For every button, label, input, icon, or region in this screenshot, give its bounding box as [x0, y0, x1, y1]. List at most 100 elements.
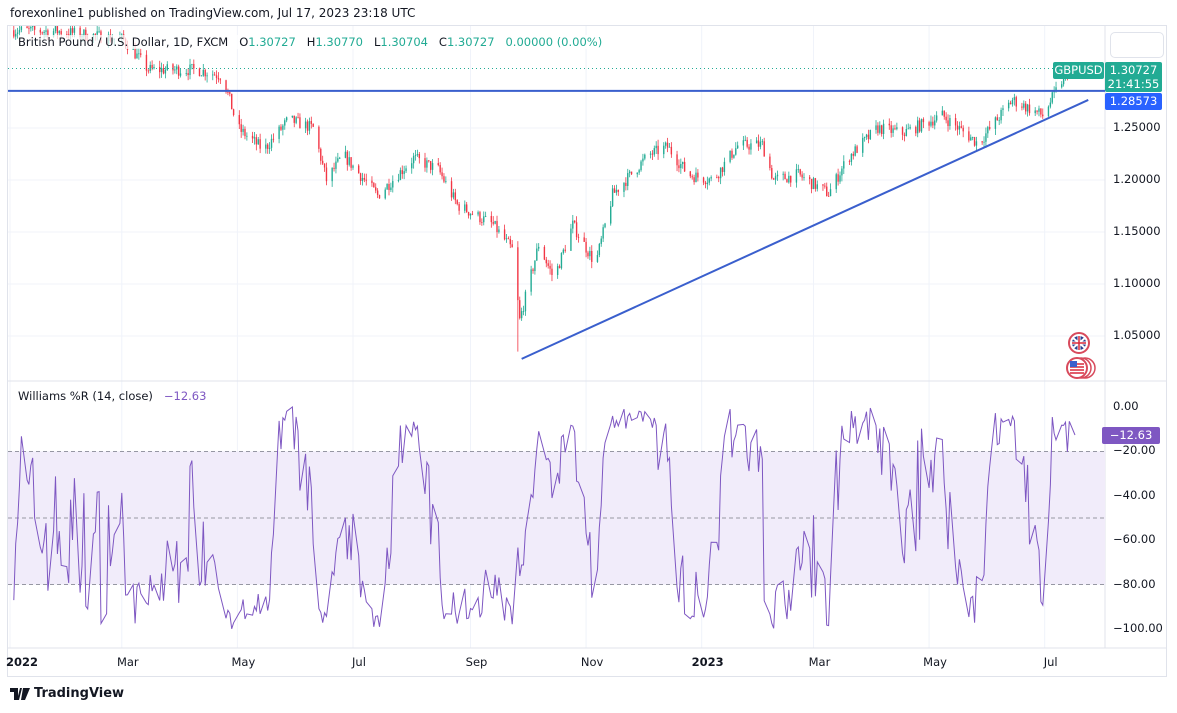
candle-body [583, 237, 585, 242]
candle-body [483, 216, 485, 223]
candle-body [401, 170, 403, 175]
candle-body [812, 178, 815, 190]
candle-body [464, 204, 466, 211]
candle-body [670, 146, 673, 155]
candle-body [881, 125, 883, 134]
indicator-legend[interactable]: Williams %R (14, close) −12.63 [18, 389, 206, 403]
candle-body [52, 31, 55, 37]
candle-body [875, 125, 877, 130]
candle-body [761, 141, 764, 143]
candle-body [657, 145, 659, 155]
candle-body [454, 192, 457, 201]
time-axis-label: May [923, 655, 947, 669]
candle-body [465, 204, 468, 213]
candle-body [551, 268, 553, 275]
candle-body [14, 33, 17, 37]
symbol-legend: British Pound / U.S. Dollar, 1D, FXCM O1… [18, 35, 603, 49]
time-axis-label: Mar [808, 655, 831, 669]
candle-body [536, 248, 538, 261]
candle-body [240, 124, 242, 132]
candle-body [443, 176, 445, 182]
candle-body [32, 26, 34, 27]
candle-body [644, 154, 646, 159]
candle-body [185, 73, 187, 74]
candle-body [428, 160, 430, 162]
candle-body [892, 128, 894, 133]
candle-body [140, 53, 142, 55]
candle-body [759, 141, 762, 147]
candle-body [532, 269, 534, 272]
candle-body [69, 28, 72, 36]
candle-body [867, 134, 870, 140]
candle-body [378, 195, 381, 199]
candle-body [1000, 109, 1002, 121]
candle-body [159, 66, 161, 73]
candle-body [905, 129, 908, 136]
scale-settings-button[interactable] [1110, 32, 1164, 58]
candle-body [232, 109, 235, 116]
candle-body [837, 174, 839, 182]
candle-body [484, 215, 487, 217]
candle-body [776, 174, 779, 177]
candle-body [162, 68, 165, 74]
candle-body [816, 184, 818, 189]
tradingview-logo[interactable]: TradingView [10, 686, 124, 701]
candle-body [808, 177, 811, 179]
candle-body [28, 28, 30, 29]
bar-countdown: 21:41:55 [1107, 77, 1160, 91]
candle-body [312, 123, 314, 127]
candle-body [253, 137, 256, 139]
candle-body [1061, 84, 1063, 88]
candle-body [337, 158, 339, 162]
candle-body [1023, 103, 1025, 108]
candle-body [827, 196, 830, 197]
candle-body [543, 246, 546, 260]
candle-body [962, 127, 964, 132]
candle-body [1028, 104, 1031, 114]
candle-body [1040, 108, 1042, 115]
candle-body [782, 173, 784, 175]
candle-body [297, 117, 299, 119]
candle-body [810, 178, 813, 190]
candle-body [291, 115, 294, 118]
candle-body [414, 155, 417, 156]
candle-body [935, 115, 938, 121]
candle-body [682, 161, 684, 164]
candle-body [826, 186, 828, 197]
candle-body [869, 129, 872, 140]
candle-body [989, 127, 991, 129]
candle-body [151, 64, 153, 69]
us-flag-icon[interactable] [1066, 357, 1098, 383]
candle-body [20, 26, 23, 30]
candle-body [153, 66, 155, 69]
close-value: 1.30727 [446, 35, 495, 49]
candle-body [918, 120, 921, 132]
candle-body [511, 244, 513, 248]
candle-body [335, 161, 337, 169]
candle-body [971, 137, 974, 138]
uk-flag-icon[interactable] [1068, 332, 1090, 358]
candle-body [1026, 104, 1029, 112]
candle-body [623, 182, 625, 192]
candle-body [98, 31, 100, 33]
candle-body [371, 180, 373, 184]
symbol-description: British Pound / U.S. Dollar, 1D, FXCM [18, 35, 229, 49]
candle-body [325, 167, 328, 182]
time-axis-label: 2022 [5, 655, 39, 669]
candle-body [704, 182, 707, 185]
candle-body [94, 34, 96, 35]
candle-body [797, 169, 800, 171]
candle-body [39, 29, 42, 33]
candle-body [363, 177, 366, 180]
candle-body [530, 269, 532, 292]
candle-body [1036, 110, 1038, 112]
candle-body [801, 174, 803, 178]
candle-body [350, 157, 352, 168]
candle-body [545, 259, 547, 264]
candle-body [570, 228, 572, 251]
candle-body [388, 184, 390, 190]
williams-axis-label: −20.00 [1113, 443, 1156, 458]
candle-body [405, 168, 407, 172]
candle-body [179, 73, 182, 76]
